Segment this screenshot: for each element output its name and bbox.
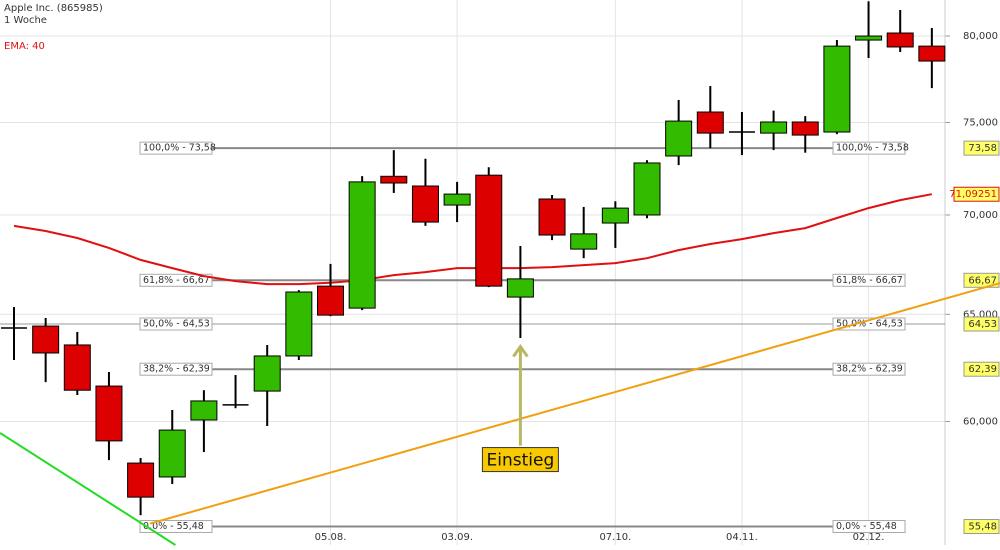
ema-tag-box — [953, 186, 1000, 202]
y-tick-label: 70,000 — [963, 210, 998, 221]
ema-tag: 71,09251 — [949, 189, 997, 200]
level-label: 0,0% - 55,48 — [836, 521, 897, 532]
candle-body — [633, 162, 661, 216]
x-tick-label: 04.11. — [726, 532, 758, 543]
candle-body — [791, 121, 819, 136]
level-label: 50,0% - 64,53 — [836, 319, 903, 330]
level-label: 50,0% - 64,53 — [143, 319, 210, 330]
candle-body — [855, 35, 883, 41]
level-label: 100,0% - 73,58 — [836, 143, 909, 154]
candle-body — [285, 291, 313, 357]
candle-body — [411, 185, 439, 223]
level-label: 0,0% - 55,48 — [143, 521, 204, 532]
candle-body — [665, 120, 693, 157]
level-label-box — [139, 141, 213, 155]
x-tick-label: 03.09. — [441, 532, 473, 543]
candle-body — [190, 400, 218, 421]
annotation-text: Einstieg — [487, 451, 555, 471]
y-tick-label: 80,000 — [963, 31, 998, 42]
level-label-box — [832, 273, 906, 287]
candle-body — [823, 45, 851, 133]
level-tag: 66,67 — [968, 275, 997, 286]
level-tag-box — [963, 361, 1000, 377]
level-tag-box — [963, 316, 1000, 332]
candle-body — [95, 385, 123, 442]
level-label-box — [832, 141, 906, 155]
level-label-box — [139, 520, 213, 534]
chart-subtitle: 1 Woche — [4, 15, 47, 26]
trendline — [0, 432, 176, 546]
level-label-box — [139, 273, 213, 287]
y-tick-label: 60,000 — [963, 417, 998, 428]
level-tag-box — [963, 272, 1000, 288]
candle-body — [443, 193, 471, 206]
level-tag: 62,39 — [968, 364, 997, 375]
candle-body — [538, 198, 566, 236]
level-label-box — [832, 362, 906, 376]
candle-body — [760, 121, 788, 134]
level-tag-box — [963, 519, 1000, 535]
level-tag: 55,48 — [968, 522, 997, 533]
x-tick-label: 02.12. — [853, 532, 885, 543]
level-label-box — [832, 520, 906, 534]
level-tag: 64,53 — [968, 319, 997, 330]
level-label: 61,8% - 66,67 — [836, 275, 903, 286]
level-label-box — [832, 317, 906, 331]
level-label: 38,2% - 62,39 — [143, 364, 210, 375]
annotation-box — [481, 447, 559, 473]
level-label: 100,0% - 73,58 — [143, 143, 216, 154]
y-tick-label: 75,000 — [963, 118, 998, 129]
x-tick-label: 07.10. — [599, 532, 631, 543]
level-label: 38,2% - 62,39 — [836, 364, 903, 375]
candle-body — [253, 355, 281, 392]
level-label: 61,8% - 66,67 — [143, 275, 210, 286]
annotation-arrowhead — [512, 343, 529, 358]
candle-body — [601, 207, 629, 224]
candle-body — [886, 32, 914, 48]
candle-body — [380, 175, 408, 184]
candle-body — [696, 111, 724, 134]
candle-body — [317, 285, 344, 316]
candle-body — [63, 344, 91, 391]
candle-body — [475, 174, 503, 287]
candle-body — [32, 325, 60, 354]
level-tag-box — [963, 140, 1000, 156]
trendline — [149, 282, 1000, 525]
candle-body — [570, 233, 598, 250]
candle-body — [158, 429, 186, 478]
ema-line — [13, 193, 932, 286]
candle-body — [348, 181, 376, 309]
x-tick-label: 05.08. — [315, 532, 347, 543]
level-label-box — [139, 317, 213, 331]
candle-body — [506, 278, 534, 298]
ema-label: EMA: 40 — [4, 41, 45, 52]
level-tag: 73,58 — [968, 143, 997, 154]
chart-title: Apple Inc. (865985) — [4, 3, 103, 14]
y-tick-label: 65,000 — [963, 309, 998, 320]
level-label-box — [139, 362, 213, 376]
candle-body — [127, 462, 155, 498]
candle-body — [918, 45, 946, 62]
